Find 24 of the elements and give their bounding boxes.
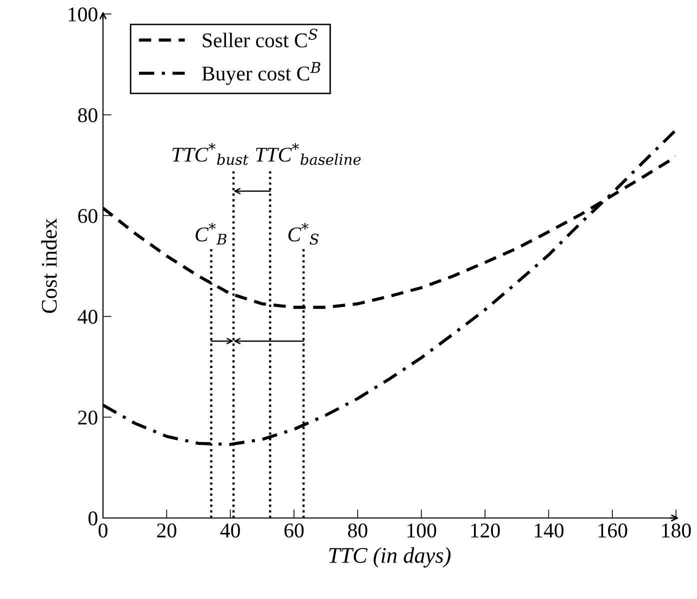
x-tick-label: 120 xyxy=(471,523,500,538)
y-tick-label: 40 xyxy=(78,310,98,324)
x-axis-title: TTC (in days) xyxy=(329,547,451,568)
series-label: TTC$^{*}$$_{bust}$ xyxy=(172,143,248,165)
x-tick-label: 80 xyxy=(348,523,368,538)
x-tick-label: 20 xyxy=(157,523,176,538)
y-tick-label: 80 xyxy=(78,108,98,122)
y-tick-label: 60 xyxy=(78,208,98,224)
x-tick-label: 100 xyxy=(408,523,436,538)
series-label: C$^{*}$$_{S}$ xyxy=(288,222,319,245)
legend-label: Seller cost C$^{S}$ xyxy=(202,28,318,48)
y-tick-label: 20 xyxy=(78,410,98,425)
x-tick-label: 40 xyxy=(220,523,240,538)
series-label: C$^{*}$$_{B}$ xyxy=(196,222,226,244)
x-tick-label: 180 xyxy=(662,523,691,538)
series-label: TTC$^{*}$$_{baseline}$ xyxy=(256,143,361,165)
legend-label: Buyer cost C$^{B}$ xyxy=(202,62,320,85)
x-tick-label: 160 xyxy=(598,523,628,538)
x-tick-label: 60 xyxy=(284,523,304,538)
y-axis-title: Cost index xyxy=(41,218,57,313)
x-tick-label: 140 xyxy=(534,523,564,538)
y-tick-label: 100 xyxy=(68,7,98,22)
x-tick-label: 0 xyxy=(98,523,108,538)
y-tick-label: 0 xyxy=(88,511,98,526)
